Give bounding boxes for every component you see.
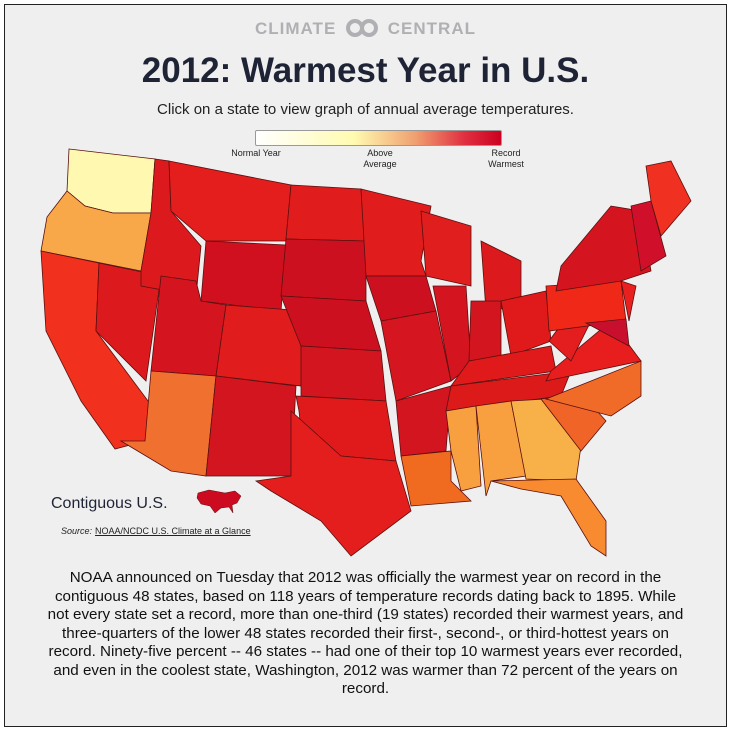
state-mt[interactable] [168, 160, 292, 242]
state-ks[interactable] [300, 345, 387, 402]
state-wy[interactable] [200, 240, 287, 312]
page-title: 2012: Warmest Year in U.S. [141, 51, 590, 90]
state-me[interactable] [645, 160, 692, 237]
state-nd[interactable] [285, 184, 367, 242]
source-label: Source: [61, 526, 93, 536]
subtitle: Click on a state to view graph of annual… [157, 101, 574, 118]
brand-right: CENTRAL [387, 19, 476, 38]
state-nc[interactable] [544, 360, 642, 417]
state-ne-reg[interactable] [630, 200, 667, 272]
us-map [40, 148, 692, 557]
state-wi[interactable] [420, 210, 472, 287]
state-sd[interactable] [280, 238, 367, 302]
state-ny[interactable] [555, 205, 652, 292]
state-tx[interactable] [254, 410, 412, 557]
state-ar[interactable] [395, 385, 452, 457]
description: NOAA announced on Tuesday that 2012 was … [47, 569, 684, 697]
state-nm[interactable] [205, 375, 297, 477]
contiguous-us-label[interactable]: Contiguous U.S. [51, 495, 168, 512]
state-in[interactable] [468, 300, 502, 362]
state-oh[interactable] [500, 290, 552, 357]
contiguous-us-icon[interactable] [195, 487, 245, 517]
infinity-icon [346, 19, 379, 37]
state-nv[interactable] [95, 262, 162, 382]
state-ms[interactable] [445, 405, 482, 492]
map-widget: CLIMATE CENTRAL 2012: Warmest Year in U.… [4, 4, 727, 727]
climate-central-logo: CLIMATE CENTRAL [5, 19, 726, 39]
legend-mid: Above Average [363, 148, 397, 169]
state-al[interactable] [475, 400, 527, 497]
state-nj[interactable] [620, 280, 637, 322]
legend-low: Normal Year [231, 148, 281, 158]
state-mn[interactable] [360, 188, 432, 277]
state-fl[interactable] [490, 478, 607, 557]
legend-high: Record Warmest [488, 148, 524, 169]
source-line: Source: NOAA/NCDC U.S. Climate at a Glanc… [61, 526, 251, 536]
source-link[interactable]: NOAA/NCDC U.S. Climate at a Glance [95, 526, 251, 536]
brand-left: CLIMATE [255, 19, 337, 38]
color-legend-bar [255, 130, 502, 146]
state-ga[interactable] [510, 398, 582, 482]
state-md[interactable] [584, 318, 630, 347]
